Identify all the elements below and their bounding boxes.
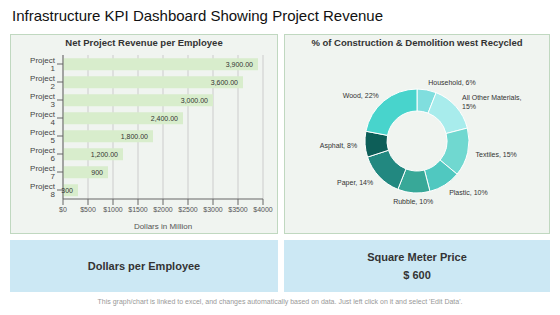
svg-text:Paper, 14%: Paper, 14% [337, 179, 373, 187]
svg-text:$2000: $2000 [153, 206, 173, 213]
svg-text:Project7: Project7 [30, 164, 56, 181]
svg-text:Plastic, 10%: Plastic, 10% [449, 188, 488, 195]
svg-text:300: 300 [61, 187, 73, 194]
svg-text:Dollars in Million: Dollars in Million [134, 222, 192, 231]
svg-text:Asphalt, 8%: Asphalt, 8% [320, 141, 357, 149]
svg-text:Project5: Project5 [30, 128, 56, 145]
svg-text:3,900.00: 3,900.00 [226, 61, 253, 68]
svg-text:$3000: $3000 [203, 206, 223, 213]
svg-text:Project3: Project3 [30, 92, 56, 109]
svg-text:$4000: $4000 [253, 206, 273, 213]
svg-text:$1000: $1000 [103, 206, 123, 213]
html-text:Infrastructure KPI Dashboard S: Infrastructure KPI Dashboard Showing Pro… [12, 7, 383, 24]
html-text:% of Construction & Demolition: % of Construction & Demolition west Recy… [311, 37, 523, 48]
html-text:Dollars per Employee: Dollars per Employee [87, 260, 201, 272]
svg-text:Project4: Project4 [30, 110, 56, 127]
svg-text:Project1: Project1 [30, 56, 56, 73]
svg-text:1,800.00: 1,800.00 [121, 133, 148, 140]
svg-text:Household, 6%: Household, 6% [428, 79, 475, 86]
svg-text:1,200.00: 1,200.00 [91, 151, 118, 158]
svg-text:$3500: $3500 [228, 206, 248, 213]
html-text:This graph/chart is linked to: This graph/chart is linked to excel, and… [97, 298, 463, 305]
svg-text:3,000.00: 3,000.00 [181, 97, 208, 104]
svg-text:$0: $0 [59, 206, 67, 213]
svg-text:Wood, 22%: Wood, 22% [343, 91, 379, 98]
svg-text:900: 900 [91, 169, 103, 176]
svg-text:Rubble, 10%: Rubble, 10% [393, 197, 433, 204]
svg-text:Project6: Project6 [30, 146, 56, 163]
svg-text:Project2: Project2 [30, 74, 56, 91]
svg-text:$500: $500 [80, 206, 96, 213]
html-text:Square Meter Price: Square Meter Price [367, 251, 467, 263]
svg-text:All Other Materials,15%: All Other Materials,15% [462, 94, 522, 109]
html-text:$ 600: $ 600 [403, 269, 431, 281]
svg-text:3,600.00: 3,600.00 [211, 79, 238, 86]
svg-text:$1500: $1500 [128, 206, 148, 213]
svg-text:Textiles, 15%: Textiles, 15% [476, 151, 517, 158]
html-text:Net Project Revenue per Employ: Net Project Revenue per Employee [65, 37, 223, 48]
svg-text:$2500: $2500 [178, 206, 198, 213]
svg-text:Project8: Project8 [30, 182, 56, 199]
svg-text:2,400.00: 2,400.00 [151, 115, 178, 122]
